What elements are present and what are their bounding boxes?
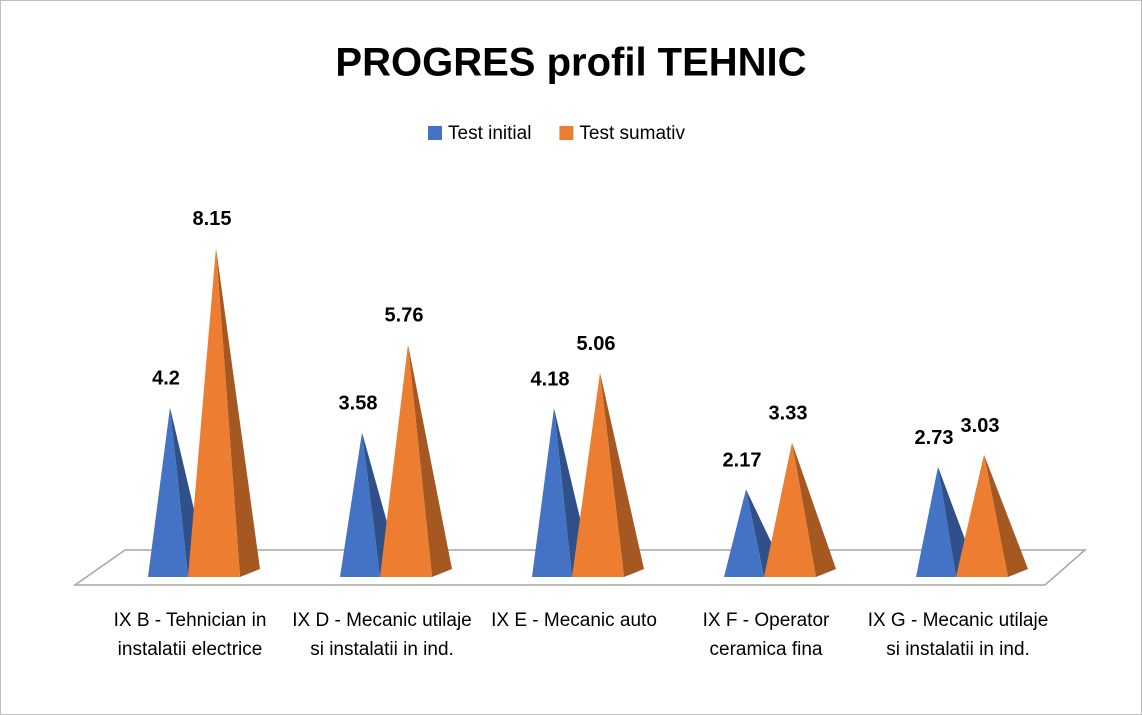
data-label: 5.06 [577,333,616,355]
data-label: 3.33 [769,403,808,425]
legend-swatch [559,126,574,140]
data-label: 4.2 [152,368,180,390]
pyramid [572,372,624,577]
pyramid [380,344,432,577]
pyramid [916,466,956,577]
legend-swatch [428,126,442,140]
pyramid [532,408,572,577]
pyramid-side [600,372,644,577]
x-tick-label: IX F - Operator ceramica fina [702,610,830,660]
pyramid [340,432,380,577]
pyramid-side [792,442,836,577]
pyramid [724,489,764,577]
pyramid [188,247,240,578]
data-label: 3.58 [339,393,378,415]
legend-label: Test initial [448,123,531,144]
x-tick-label: IX B - Tehnician in instalatii electrice [113,610,267,660]
data-label: 2.73 [915,427,954,449]
pyramid-side [216,247,260,578]
x-tick-label: IX D - Mecanic utilaje si instalatii in … [292,610,472,660]
pyramid [764,442,816,577]
pyramid [956,454,1008,577]
x-tick-label: IX G - Mecanic utilaje si instalatii in … [867,610,1049,660]
data-label: 3.03 [961,415,1000,437]
legend-label: Test sumativ [579,123,685,144]
x-tick-label: IX E - Mecanic auto [491,610,657,631]
data-label: 2.17 [723,450,762,472]
pyramid-side [984,454,1028,577]
data-label: 4.18 [531,368,570,390]
pyramid-side [408,344,452,577]
data-label: 8.15 [193,208,232,230]
pyramid [148,407,188,577]
chart-title: PROGRES profil TEHNIC [335,41,806,85]
data-label: 5.76 [385,305,424,327]
